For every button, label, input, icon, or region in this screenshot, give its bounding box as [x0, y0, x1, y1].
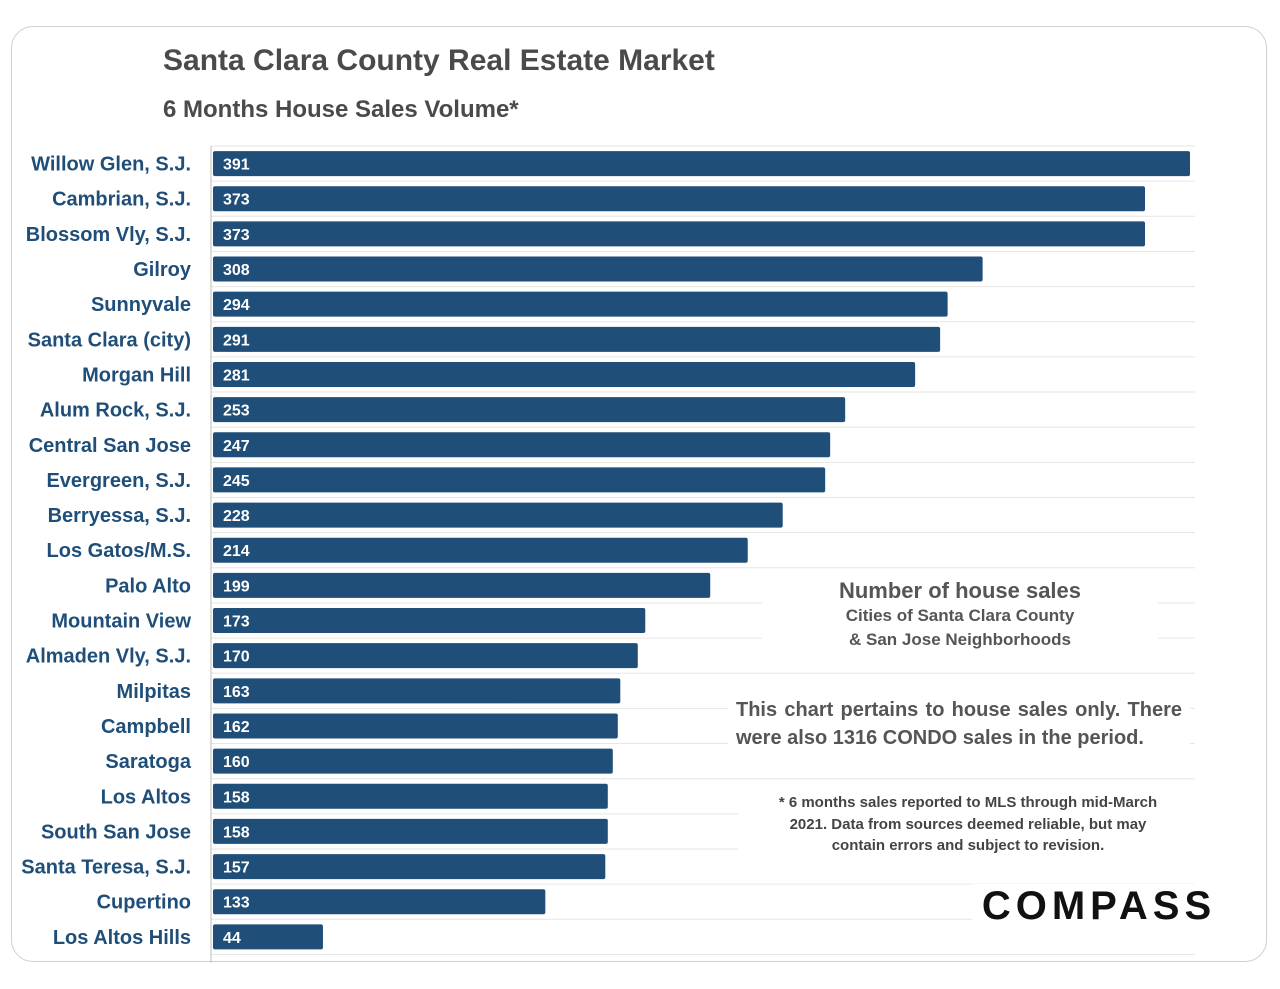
bar — [213, 748, 613, 774]
data-label: 157 — [223, 860, 250, 877]
bar — [213, 326, 941, 352]
category-label: Campbell — [101, 716, 191, 738]
bar — [213, 643, 638, 669]
data-label: 158 — [223, 824, 250, 841]
bar — [213, 924, 323, 950]
category-label: Los Altos Hills — [53, 927, 191, 949]
category-label: Willow Glen, S.J. — [31, 154, 191, 176]
data-label: 173 — [223, 614, 250, 631]
category-label: Los Gatos/M.S. — [47, 540, 191, 562]
data-label: 170 — [223, 649, 250, 666]
data-label: 162 — [223, 719, 250, 736]
legend-line-2: & San Jose Neighborhoods — [849, 630, 1071, 649]
category-label: Mountain View — [51, 611, 191, 633]
data-label: 373 — [223, 192, 250, 209]
data-label: 160 — [223, 754, 250, 771]
footnote-line-2: 2021. Data from sources deemed reliable,… — [789, 815, 1147, 833]
category-label: Almaden Vly, S.J. — [26, 646, 191, 668]
footnote-line-1: * 6 months sales reported to MLS through… — [778, 794, 1158, 811]
bar — [213, 221, 1146, 247]
legend-heading: Number of house sales — [838, 578, 1082, 603]
data-label: 247 — [223, 438, 250, 455]
category-label: Milpitas — [117, 681, 191, 703]
category-label: Blossom Vly, S.J. — [26, 224, 191, 246]
data-label: 291 — [223, 332, 250, 349]
data-label: 373 — [223, 227, 250, 244]
category-label: Gilroy — [133, 259, 192, 281]
category-label: Central San Jose — [29, 435, 191, 457]
category-label: Saratoga — [105, 751, 191, 773]
footnote: * 6 months sales reported to MLS through… — [738, 790, 1198, 859]
category-label: Morgan Hill — [82, 364, 191, 386]
category-label: Berryessa, S.J. — [48, 505, 191, 527]
data-label: 391 — [223, 157, 250, 174]
bar — [213, 151, 1190, 177]
bar — [213, 678, 621, 704]
bar — [213, 572, 711, 598]
condo-note: This chart pertains to house sales only.… — [728, 694, 1190, 754]
bar — [213, 397, 846, 423]
data-label: 294 — [223, 297, 250, 314]
category-label: Evergreen, S.J. — [46, 470, 191, 492]
bar — [213, 186, 1146, 212]
data-label: 281 — [223, 367, 250, 384]
bar — [213, 537, 748, 563]
bar — [213, 783, 608, 809]
data-label: 163 — [223, 684, 250, 701]
data-label: 253 — [223, 403, 250, 420]
category-label: Santa Teresa, S.J. — [21, 857, 191, 879]
category-label: Alum Rock, S.J. — [40, 400, 191, 422]
category-label: Santa Clara (city) — [28, 329, 191, 351]
bar — [213, 432, 831, 458]
category-label: Cupertino — [97, 892, 191, 914]
bar — [213, 502, 783, 528]
data-label: 44 — [223, 930, 241, 947]
category-label: Cambrian, S.J. — [52, 189, 191, 211]
bar — [213, 256, 983, 282]
legend-line-1: Cities of Santa Clara County — [845, 606, 1075, 625]
chart-title: Santa Clara County Real Estate Market — [163, 44, 715, 77]
bar — [213, 361, 916, 387]
bar — [213, 854, 606, 880]
legend: Number of house sales Cities of Santa Cl… — [762, 576, 1158, 654]
bar — [213, 291, 948, 317]
category-label: Sunnyvale — [91, 294, 191, 316]
category-label: South San Jose — [41, 821, 191, 843]
data-label: 228 — [223, 508, 250, 525]
bar — [213, 608, 646, 634]
data-label: 133 — [223, 895, 250, 912]
compass-logo: COMPASS — [972, 884, 1226, 929]
category-label: Palo Alto — [105, 575, 191, 597]
bar — [213, 889, 546, 915]
chart-subtitle: 6 Months House Sales Volume* — [163, 96, 519, 123]
data-label: 214 — [223, 543, 250, 560]
footnote-line-3: contain errors and subject to revision. — [831, 837, 1105, 854]
data-label: 245 — [223, 473, 250, 490]
bar — [213, 467, 826, 493]
data-label: 199 — [223, 578, 250, 595]
data-label: 158 — [223, 789, 250, 806]
bar — [213, 818, 608, 844]
data-label: 308 — [223, 262, 250, 279]
bar — [213, 713, 618, 739]
category-label: Los Altos — [101, 786, 191, 808]
